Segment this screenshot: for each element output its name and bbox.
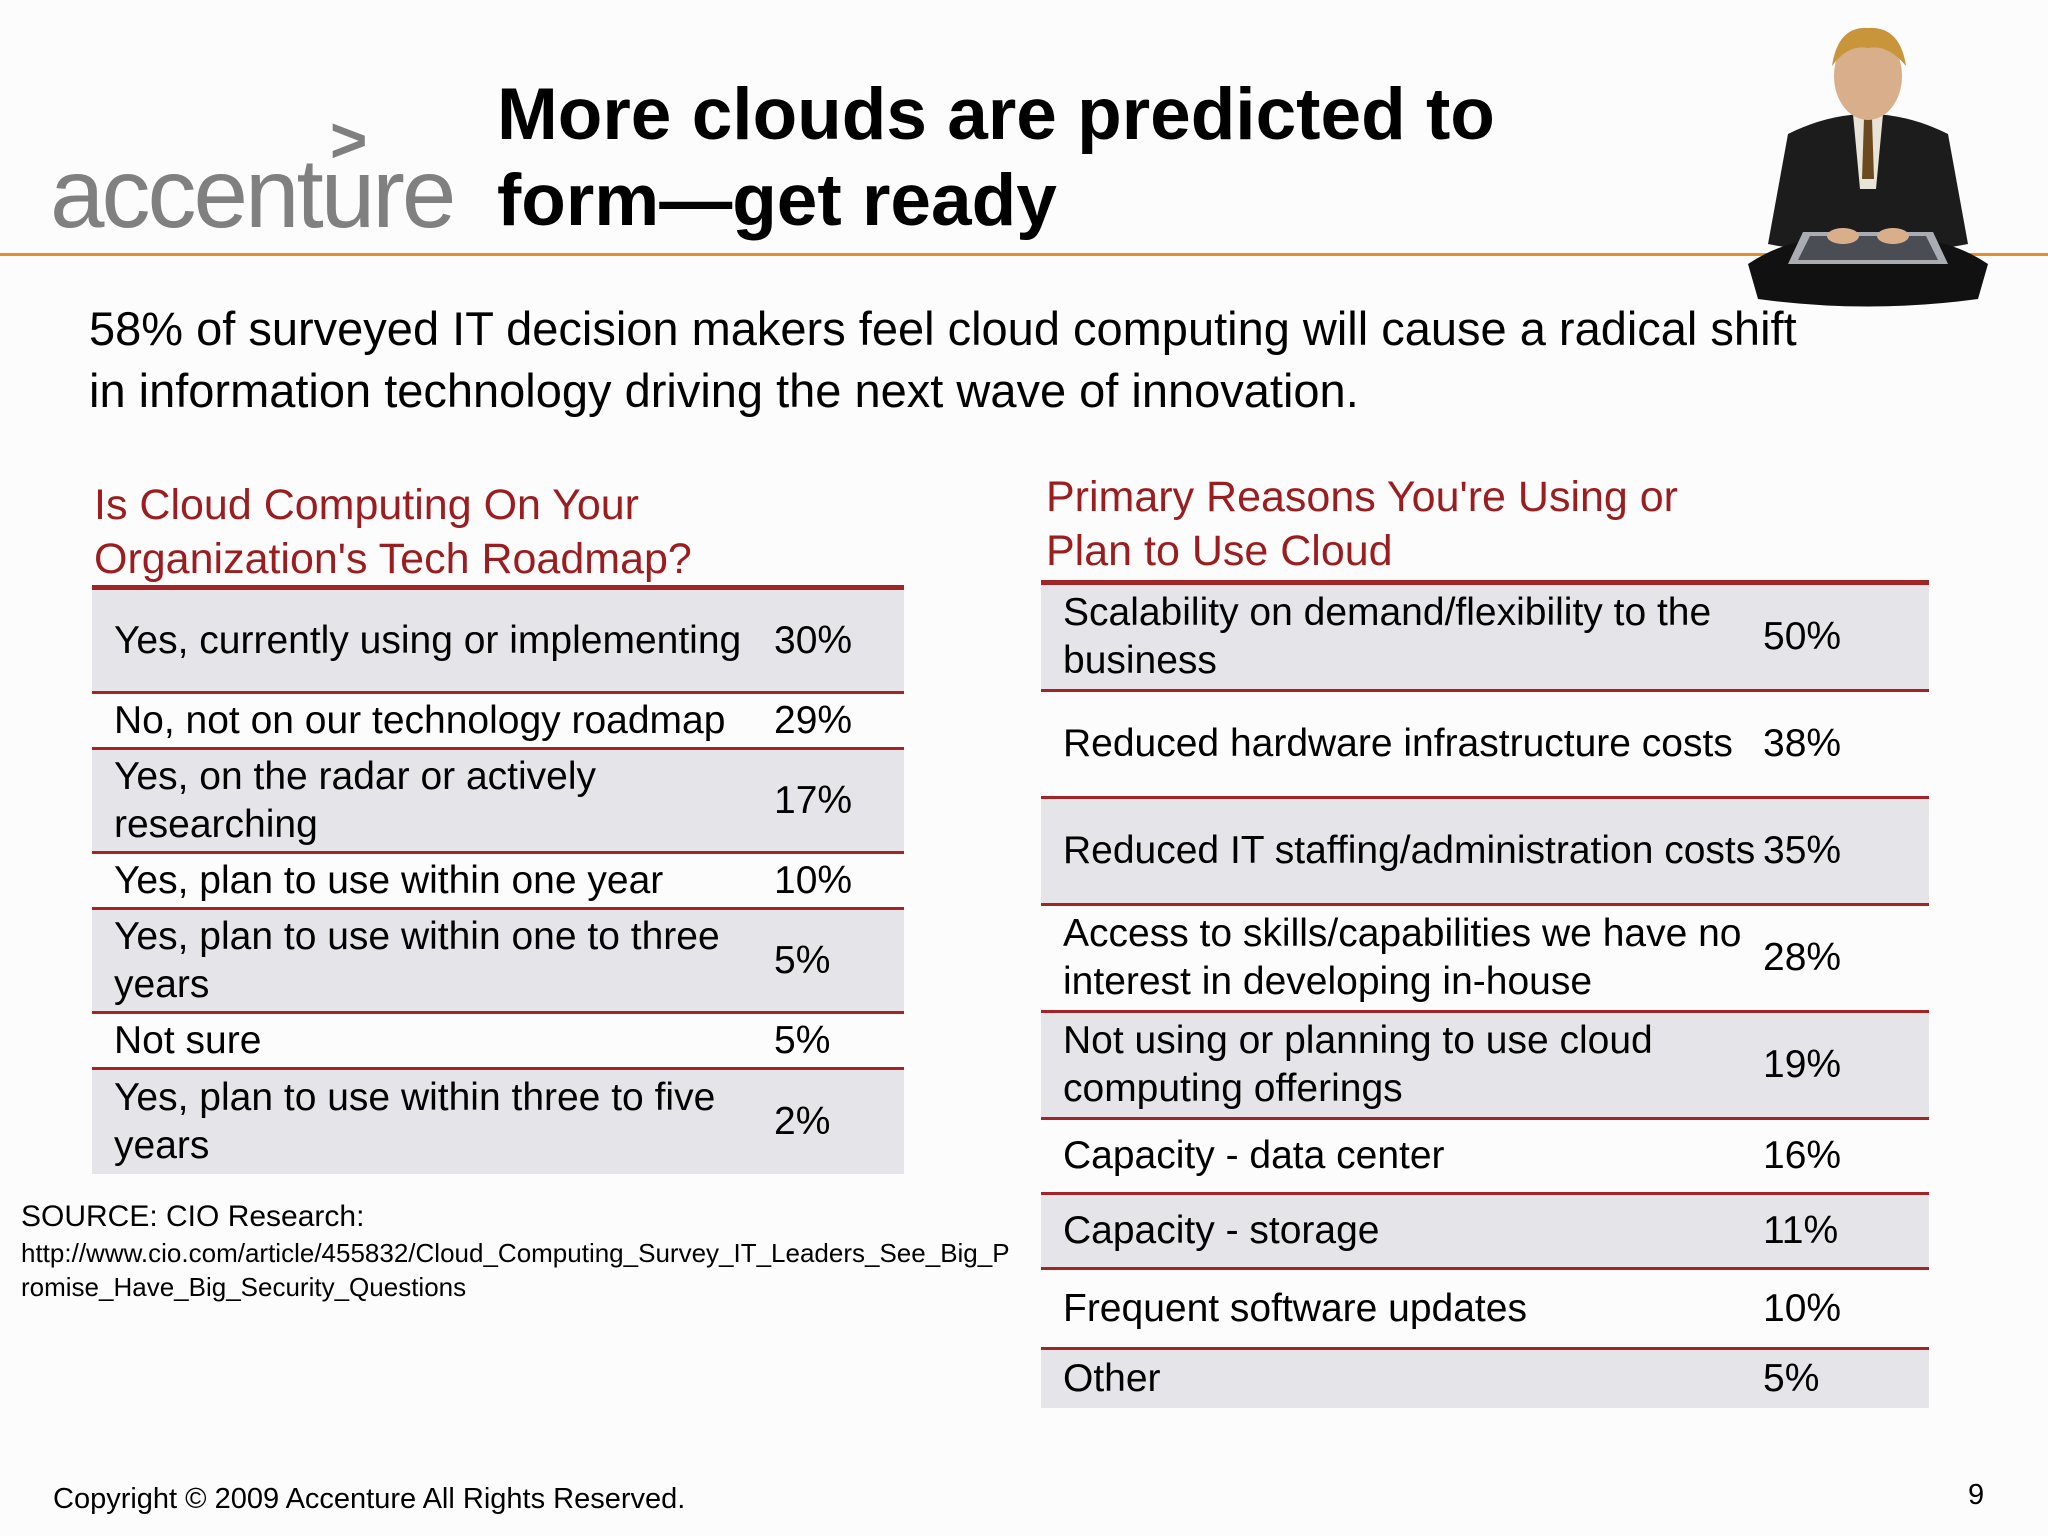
roadmap-table: Yes, currently using or implementing 30% N… xyxy=(92,590,904,1174)
slide-subtitle: 58% of surveyed IT decision makers feel … xyxy=(89,298,1989,422)
left-table-title: Is Cloud Computing On Your Organization'… xyxy=(94,478,914,586)
right-table-top-rule xyxy=(1041,580,1929,585)
row-label: Capacity - storage xyxy=(1063,1209,1380,1252)
page-number: 9 xyxy=(1968,1479,1985,1511)
row-value: 35% xyxy=(1763,829,1842,872)
row-label: Scalability on demand/flexibility to the… xyxy=(1063,591,1712,682)
row-value: 30% xyxy=(774,618,853,662)
table-row: Reduced IT staffing/administration costs… xyxy=(1041,799,1929,906)
source-url: http://www.cio.com/article/455832/Cloud_… xyxy=(21,1238,1010,1302)
subtitle-line: 58% of surveyed IT decision makers feel … xyxy=(89,302,1797,355)
source-citation: SOURCE: CIO Research: http://www.cio.com… xyxy=(21,1198,1011,1304)
row-label: Other xyxy=(1063,1357,1161,1400)
header-divider xyxy=(0,253,2048,256)
row-label: Capacity - data center xyxy=(1063,1134,1445,1177)
row-value: 5% xyxy=(774,1018,831,1062)
row-label: Yes, on the radar or actively researchin… xyxy=(114,754,596,846)
row-label: Yes, plan to use within one year xyxy=(114,858,664,902)
businessman-laptop-photo xyxy=(1748,27,1988,307)
copyright-notice: Copyright © 2009 Accenture All Rights Re… xyxy=(53,1483,686,1515)
row-value: 19% xyxy=(1763,1043,1842,1086)
row-value: 5% xyxy=(774,938,831,982)
slide-title-line: More clouds are predicted to xyxy=(497,74,1495,155)
row-value: 2% xyxy=(774,1100,831,1143)
table-row: Yes, currently using or implementing 30% xyxy=(92,590,904,694)
table-row: Yes, plan to use within three to five ye… xyxy=(92,1070,904,1174)
left-table-title-line: Is Cloud Computing On Your xyxy=(94,481,639,529)
row-value: 29% xyxy=(774,698,853,742)
subtitle-line: in information technology driving the ne… xyxy=(89,364,1359,417)
table-row: No, not on our technology roadmap 29% xyxy=(92,694,904,750)
table-row: Not using or planning to use cloud compu… xyxy=(1041,1013,1929,1120)
table-row: Capacity - storage 11% xyxy=(1041,1195,1929,1270)
right-table-title-line: Primary Reasons You're Using or xyxy=(1046,473,1679,521)
row-label: Not sure xyxy=(114,1018,262,1062)
table-row: Yes, plan to use within one to three yea… xyxy=(92,910,904,1014)
row-label: Yes, plan to use within three to five ye… xyxy=(114,1076,716,1167)
row-label: Yes, plan to use within one to three yea… xyxy=(114,914,720,1006)
reasons-table: Scalability on demand/flexibility to the… xyxy=(1041,585,1929,1408)
row-value: 16% xyxy=(1763,1134,1842,1177)
logo-wordmark: accenture xyxy=(50,138,456,248)
slide-title: More clouds are predicted to form—get re… xyxy=(497,72,1647,244)
row-label: No, not on our technology roadmap xyxy=(114,698,726,742)
row-label: Reduced IT staffing/administration costs xyxy=(1063,829,1756,872)
row-label: Yes, currently using or implementing xyxy=(114,618,742,662)
left-table-title-line: Organization's Tech Roadmap? xyxy=(94,535,692,583)
table-row: Not sure 5% xyxy=(92,1014,904,1070)
row-value: 38% xyxy=(1763,722,1842,765)
table-row: Frequent software updates 10% xyxy=(1041,1270,1929,1350)
row-label: Reduced hardware infrastructure costs xyxy=(1063,722,1733,765)
slide-title-line: form—get ready xyxy=(497,160,1057,241)
row-value: 28% xyxy=(1763,936,1842,979)
table-row: Reduced hardware infrastructure costs 38% xyxy=(1041,692,1929,799)
row-label: Frequent software updates xyxy=(1063,1286,1527,1330)
right-table-title: Primary Reasons You're Using or Plan to … xyxy=(1046,470,1946,578)
table-row: Scalability on demand/flexibility to the… xyxy=(1041,585,1929,692)
row-value: 10% xyxy=(1763,1286,1842,1330)
logo-chevron-icon: > xyxy=(330,104,368,176)
row-label: Access to skills/capabilities we have no… xyxy=(1063,912,1742,1003)
table-row: Yes, plan to use within one year 10% xyxy=(92,854,904,910)
row-value: 50% xyxy=(1763,615,1842,658)
row-value: 11% xyxy=(1763,1209,1839,1252)
table-row: Access to skills/capabilities we have no… xyxy=(1041,906,1929,1013)
table-row: Yes, on the radar or actively researchin… xyxy=(92,750,904,854)
row-label: Not using or planning to use cloud compu… xyxy=(1063,1019,1653,1110)
left-table-top-rule xyxy=(92,585,904,590)
row-value: 10% xyxy=(774,858,853,902)
accenture-logo: > accenture xyxy=(50,108,470,248)
row-value: 17% xyxy=(774,778,853,822)
table-row: Other 5% xyxy=(1041,1350,1929,1408)
source-title: SOURCE: CIO Research: xyxy=(21,1200,365,1233)
right-table-title-line: Plan to Use Cloud xyxy=(1046,527,1393,575)
row-value: 5% xyxy=(1763,1357,1820,1400)
table-row: Capacity - data center 16% xyxy=(1041,1120,1929,1195)
